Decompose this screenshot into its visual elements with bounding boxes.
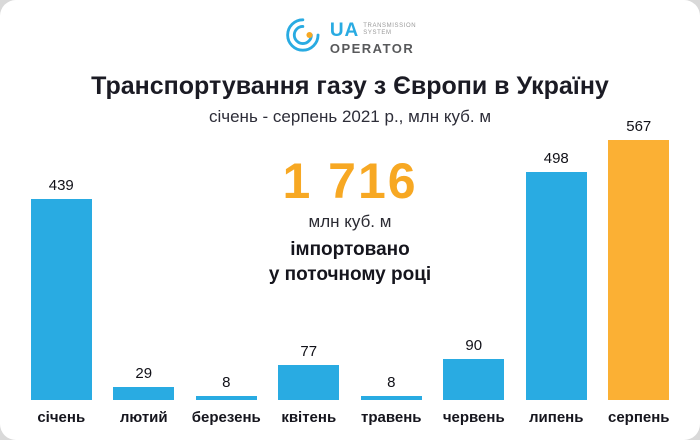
bar-column: 29 лютий	[109, 365, 180, 426]
bar-column: 8 травень	[356, 374, 427, 426]
bar-column: 567 серпень	[604, 118, 675, 426]
bar-column: 439 січень	[26, 177, 97, 426]
bar	[360, 396, 422, 400]
logo-transmission-label: TRANSMISSION	[363, 22, 417, 29]
page-subtitle: січень - серпень 2021 р., млн куб. м	[208, 107, 492, 126]
bar	[608, 140, 670, 400]
bar	[113, 387, 175, 400]
bar-value-label: 8	[222, 374, 231, 391]
bar-value-label: 77	[300, 343, 318, 360]
bar-value-label: 29	[135, 365, 153, 382]
logo-ua-label: UA	[329, 19, 360, 41]
bar-month-label: серпень	[607, 409, 670, 426]
bar-month-label: березень	[191, 409, 261, 426]
operator-logo-text: UA TRANSMISSION SYSTEM OPERATOR	[330, 21, 416, 55]
operator-logo-swirl-icon	[284, 16, 322, 59]
bar-column: 90 червень	[439, 337, 510, 426]
bar-month-label: липень	[529, 409, 584, 426]
bar-column: 498 липень	[521, 150, 592, 426]
bar-value-label: 90	[465, 337, 483, 354]
logo-system-label: SYSTEM	[363, 29, 392, 36]
bar-column: 8 березень	[191, 374, 262, 426]
operator-logo: UA TRANSMISSION SYSTEM OPERATOR	[284, 16, 416, 59]
bar-value-label: 498	[543, 150, 569, 167]
bar	[443, 359, 505, 400]
logo-operator-label: OPERATOR	[329, 40, 415, 56]
bar-value-label: 8	[387, 374, 396, 391]
bar	[30, 199, 92, 400]
bar-value-label: 439	[48, 177, 74, 194]
bar	[525, 172, 587, 400]
bar-value-label: 567	[626, 118, 652, 135]
bar-chart: 439 січень 29 лютий 8 березень 77 квітень 8 траве…	[26, 118, 674, 426]
bar-month-label: травень	[361, 409, 422, 426]
bar-column: 77 квітень	[274, 343, 345, 426]
bar-month-label: квітень	[281, 409, 337, 426]
bar	[195, 396, 257, 400]
bar-month-label: червень	[442, 409, 505, 426]
bar-month-label: лютий	[119, 409, 168, 426]
bar-month-label: січень	[37, 409, 86, 426]
page-title: Транспортування газу з Європи в Україну	[91, 72, 609, 100]
bar	[278, 365, 340, 400]
